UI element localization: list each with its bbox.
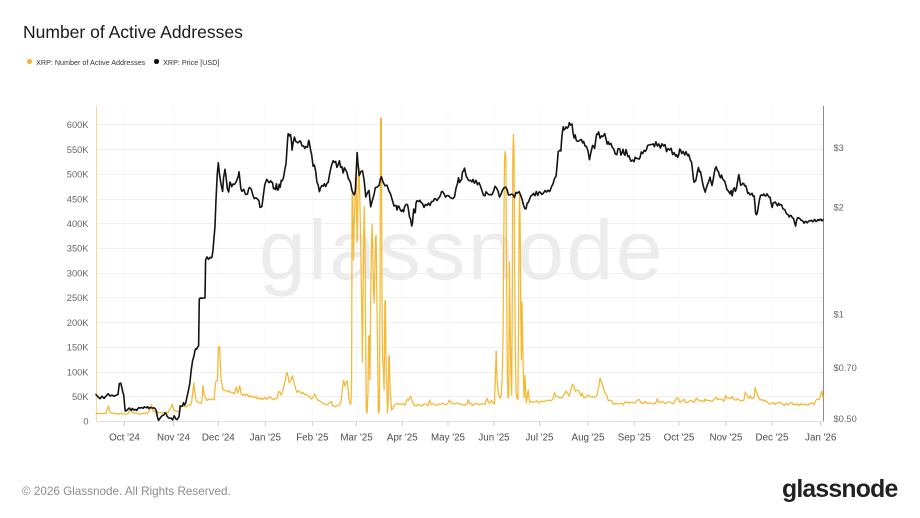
svg-text:Sep '25: Sep '25 xyxy=(618,433,651,444)
svg-text:Dec '24: Dec '24 xyxy=(202,433,235,444)
svg-text:$0.70: $0.70 xyxy=(834,363,857,373)
svg-text:Jan '26: Jan '26 xyxy=(805,433,837,444)
svg-text:450K: 450K xyxy=(67,194,90,204)
svg-text:50K: 50K xyxy=(72,392,89,402)
svg-text:Jun '25: Jun '25 xyxy=(478,433,510,444)
svg-text:100K: 100K xyxy=(67,367,90,377)
svg-text:0: 0 xyxy=(83,417,88,427)
svg-text:May '25: May '25 xyxy=(431,433,466,444)
svg-text:550K: 550K xyxy=(67,145,90,155)
svg-text:300K: 300K xyxy=(67,268,90,278)
svg-text:500K: 500K xyxy=(67,170,90,180)
svg-text:glassnode: glassnode xyxy=(259,203,665,297)
svg-text:400K: 400K xyxy=(67,219,90,229)
svg-text:Nov '24: Nov '24 xyxy=(157,433,190,444)
svg-text:Jan '25: Jan '25 xyxy=(250,433,282,444)
svg-text:600K: 600K xyxy=(67,120,90,130)
svg-text:$0.50: $0.50 xyxy=(834,414,857,424)
svg-text:Aug '25: Aug '25 xyxy=(572,433,605,444)
svg-text:Jul '25: Jul '25 xyxy=(525,433,554,444)
svg-text:250K: 250K xyxy=(67,293,90,303)
svg-text:Nov '25: Nov '25 xyxy=(710,433,743,444)
svg-text:Oct '25: Oct '25 xyxy=(664,433,695,444)
svg-text:Apr '25: Apr '25 xyxy=(387,433,418,444)
svg-text:Feb '25: Feb '25 xyxy=(296,433,329,444)
svg-text:200K: 200K xyxy=(67,318,90,328)
svg-text:350K: 350K xyxy=(67,244,90,254)
svg-text:$2: $2 xyxy=(834,203,844,213)
svg-text:Dec '25: Dec '25 xyxy=(756,433,789,444)
svg-text:$1: $1 xyxy=(834,309,844,319)
svg-text:150K: 150K xyxy=(67,343,90,353)
svg-text:Mar '25: Mar '25 xyxy=(340,433,373,444)
svg-text:Oct '24: Oct '24 xyxy=(109,433,140,444)
svg-text:$3: $3 xyxy=(834,143,844,153)
